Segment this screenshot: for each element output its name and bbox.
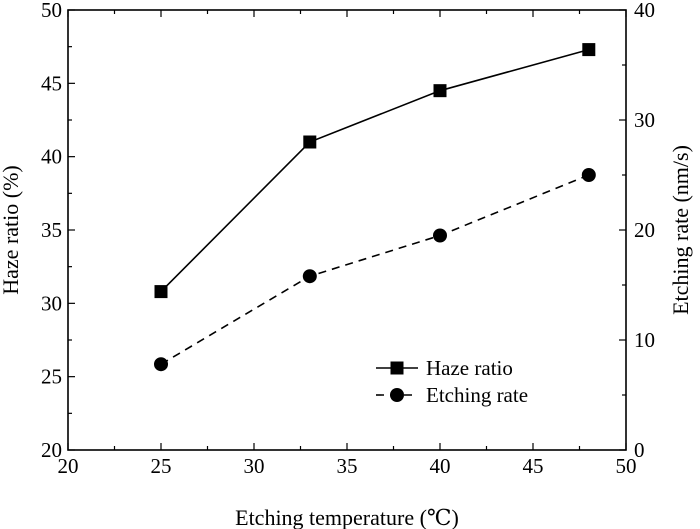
- series-layer: [154, 43, 596, 372]
- etching-rate-point: [154, 357, 168, 372]
- y-left-tick-label: 45: [41, 71, 62, 95]
- x-tick-label: 20: [58, 454, 79, 478]
- etching-rate-point: [433, 228, 447, 243]
- x-tick-label: 30: [244, 454, 265, 478]
- haze-ratio-point: [582, 43, 596, 57]
- y-right-tick-label: 20: [634, 218, 655, 242]
- x-tick-label: 35: [337, 454, 358, 478]
- y-right-tick-label: 30: [634, 108, 655, 132]
- haze-ratio-point: [433, 84, 447, 98]
- x-tick-label: 40: [430, 454, 451, 478]
- series-line-etching-rate: [160, 174, 590, 365]
- legend-circle-marker: [390, 388, 404, 402]
- legend: Haze ratio Etching rate: [376, 356, 528, 407]
- y-left-tick-label: 50: [41, 0, 62, 22]
- x-axis-title: Etching temperature (℃): [235, 505, 459, 529]
- x-tick-label: 45: [523, 454, 544, 478]
- y-left-tick-label: 40: [41, 145, 62, 169]
- legend-label: Haze ratio: [426, 356, 513, 380]
- legend-label: Etching rate: [426, 383, 528, 407]
- series-line-haze-ratio: [160, 48, 590, 293]
- y-axis-left-title: Haze ratio (%): [0, 165, 23, 294]
- legend-square-marker: [390, 361, 404, 375]
- y-right-tick-label: 0: [634, 438, 645, 462]
- x-tick-label: 25: [151, 454, 172, 478]
- haze-ratio-point: [303, 135, 317, 149]
- y-right-tick-label: 40: [634, 0, 655, 22]
- y-left-tick-label: 35: [41, 218, 62, 242]
- etching-rate-point: [581, 168, 596, 182]
- plot-frame: [67, 9, 627, 451]
- y-right-tick-label: 10: [634, 328, 655, 352]
- x-tick-label: 50: [616, 454, 637, 478]
- etching-rate-point: [302, 269, 317, 284]
- y-axis-right-title: Etching rate (nm/s): [668, 145, 693, 315]
- y-left-tick-label: 20: [41, 438, 62, 462]
- haze-ratio-point: [154, 285, 168, 299]
- y-left-tick-label: 25: [41, 365, 62, 389]
- y-left-tick-label: 30: [41, 291, 62, 315]
